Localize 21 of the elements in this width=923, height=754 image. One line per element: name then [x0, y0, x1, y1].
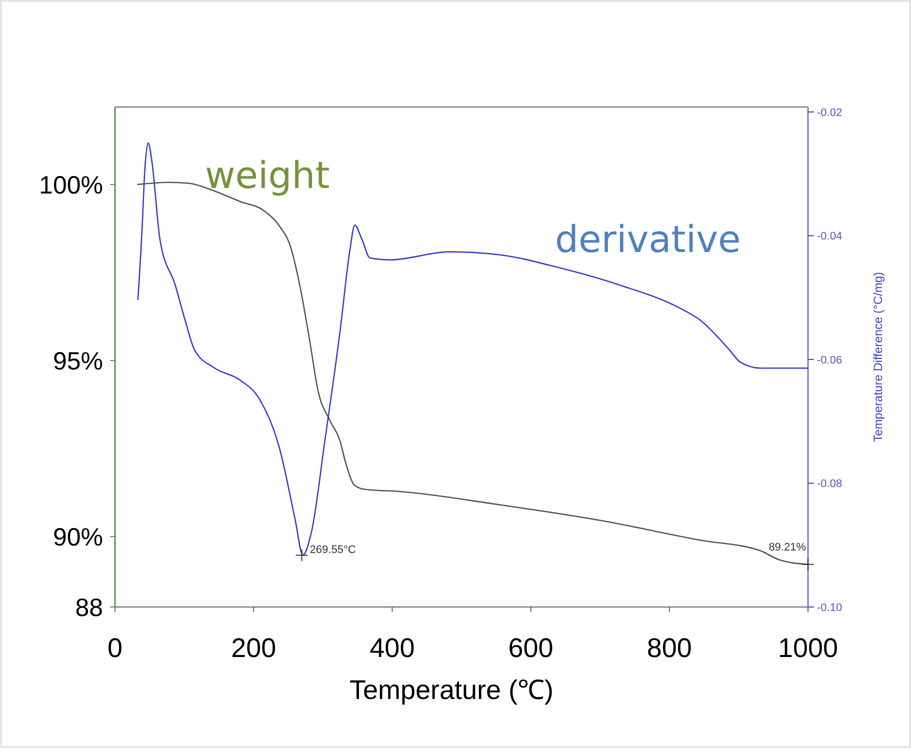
y-tick-label: 88 [75, 594, 103, 622]
x-axis-title: Temperature (℃) [349, 675, 554, 705]
y-tick-label: 95% [52, 348, 103, 376]
y2-tick-label: -0.10 [817, 602, 842, 614]
annotation: 89.21% [768, 541, 806, 554]
x-tick-label: 1000 [778, 633, 838, 663]
y2-tick-label: -0.04 [817, 230, 842, 243]
x-tick-label: 800 [646, 633, 692, 663]
y-tick-label: 100% [39, 171, 103, 200]
x-tick-label: 0 [107, 633, 123, 663]
y-tick-label: 90% [52, 524, 103, 552]
x-tick-label: 400 [370, 633, 415, 663]
y2-tick-label: -0.08 [817, 478, 842, 490]
x-tick-label: 200 [231, 633, 276, 663]
x-tick-label: 600 [508, 633, 554, 663]
series-label: weight [205, 154, 330, 197]
y2-tick-label: -0.02 [817, 106, 842, 119]
annotation: 269.55°C [310, 544, 356, 556]
y2-axis-title: Temperature Difference (°C/mg) [871, 272, 885, 442]
series-label: derivative [555, 218, 741, 261]
y2-tick-label: -0.06 [817, 354, 842, 366]
